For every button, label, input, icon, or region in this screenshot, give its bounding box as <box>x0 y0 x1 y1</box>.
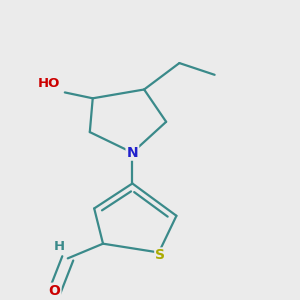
Text: S: S <box>155 248 165 262</box>
Text: H: H <box>53 240 64 253</box>
Text: N: N <box>127 146 138 160</box>
Text: O: O <box>49 284 61 298</box>
Text: HO: HO <box>38 77 60 90</box>
